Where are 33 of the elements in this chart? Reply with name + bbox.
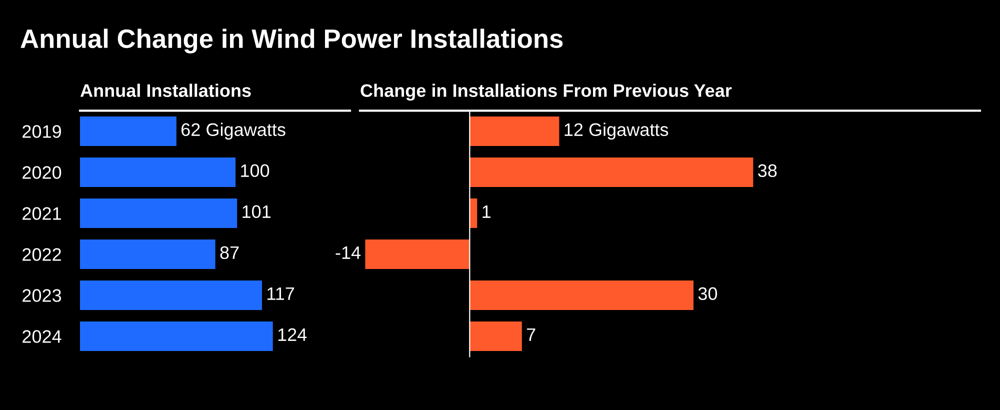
data-label: 12 Gigawatts (564, 122, 668, 140)
bar (470, 116, 560, 146)
data-label: 1 (482, 205, 490, 218)
chart-subtitle: Annual Installations (80, 84, 251, 97)
y-tick-label: 2021 (22, 207, 61, 220)
bar (80, 116, 176, 146)
bar (80, 239, 216, 269)
data-label: 124 (278, 328, 307, 341)
bar (470, 321, 522, 351)
data-label: 117 (268, 287, 294, 300)
bar (80, 198, 238, 228)
bar (470, 280, 694, 310)
y-tick-label: 2022 (22, 248, 61, 261)
bar (470, 198, 478, 228)
bar (80, 321, 273, 351)
y-tick-label: 2023 (22, 289, 62, 302)
data-label: 101 (242, 205, 270, 218)
data-label: 30 (698, 287, 718, 300)
y-tick-label: 2020 (22, 166, 62, 179)
data-label: -14 (336, 246, 361, 259)
data-label: 38 (758, 164, 777, 178)
data-label: 62 Gigawatts (182, 122, 286, 140)
bar (470, 157, 754, 187)
data-label: 87 (220, 246, 239, 260)
data-label: 100 (241, 164, 270, 178)
data-label: 7 (526, 328, 536, 341)
chart-title: Change in Installations From Previous Year (360, 84, 732, 101)
bar (80, 280, 262, 310)
bar (80, 157, 236, 187)
bar (365, 239, 470, 269)
y-tick-label: 2024 (22, 330, 62, 343)
chart-title: Annual Change in Wind Power Installations (20, 28, 563, 54)
y-tick-label: 2019 (22, 125, 61, 138)
